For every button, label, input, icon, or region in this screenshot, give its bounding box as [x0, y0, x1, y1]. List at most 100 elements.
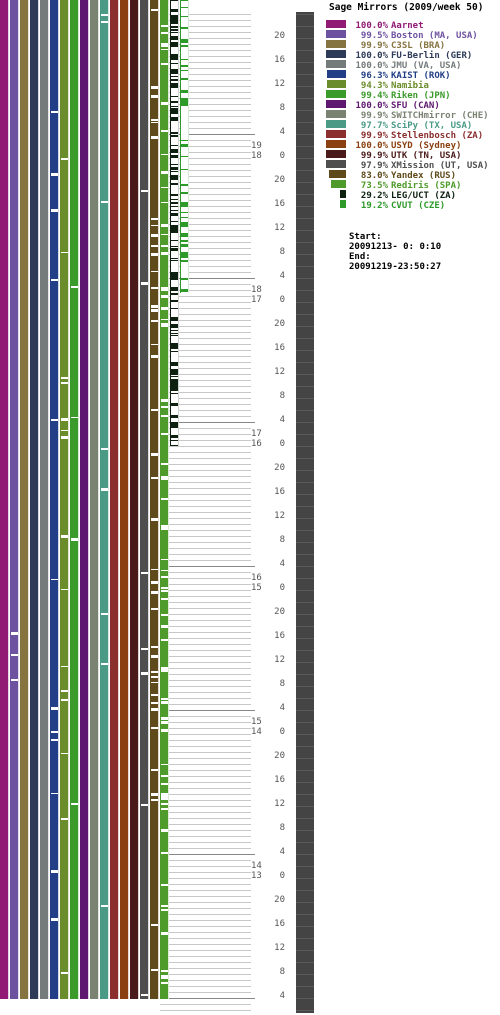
- hour-tick-label: 8: [280, 247, 285, 257]
- legend-swatch: [326, 20, 346, 28]
- outage-gap: [181, 61, 188, 64]
- outage-gap: [51, 793, 58, 794]
- summary-tick: [296, 326, 314, 327]
- outage-gap: [161, 905, 168, 907]
- summary-tick: [296, 170, 314, 171]
- hour-tick-label: 12: [274, 367, 285, 377]
- hour-tick-label: 4: [280, 703, 285, 713]
- outage-gap: [181, 81, 188, 84]
- outage-gap: [161, 478, 168, 480]
- outage-gap: [171, 200, 178, 202]
- summary-tick: [296, 914, 314, 915]
- outage-gap: [161, 803, 168, 805]
- outage-gap: [171, 270, 178, 272]
- outage-gap: [71, 803, 78, 805]
- outage-gap: [171, 107, 178, 108]
- legend-swatch: [326, 90, 346, 98]
- outage-gap: [181, 179, 188, 180]
- hour-tick-label: 12: [274, 655, 285, 665]
- outage-gap: [151, 727, 158, 729]
- outage-gap: [181, 138, 188, 139]
- summary-tick: [296, 206, 314, 207]
- mirror-column: [50, 0, 59, 999]
- outage-gap: [181, 148, 188, 150]
- outage-gap: [181, 227, 188, 230]
- mirror-column: [80, 0, 89, 999]
- day-label-upper: 16: [251, 573, 262, 583]
- legend-percent: 29.2%: [361, 191, 389, 201]
- outage-gap: [181, 22, 188, 25]
- outage-gap: [51, 731, 58, 733]
- outage-gap: [171, 352, 178, 353]
- legend-percent: 73.5%: [361, 181, 389, 191]
- hour-tick-label: 0: [280, 295, 285, 305]
- outage-gap: [141, 282, 148, 285]
- outage-gap: [151, 581, 158, 584]
- outage-gap: [171, 358, 178, 361]
- start-label: Start:: [349, 232, 382, 242]
- outage-gap: [161, 32, 168, 34]
- outage-gap: [101, 488, 108, 491]
- hour-tick-label: 20: [274, 751, 285, 761]
- legend-name: UTK (TN, USA): [391, 151, 461, 161]
- outage-gap: [151, 518, 158, 521]
- day-label-lower: 15: [251, 583, 262, 593]
- outage-gap: [171, 247, 178, 248]
- summary-tick: [296, 578, 314, 579]
- outage-gap: [171, 198, 178, 199]
- outage-gap: [171, 64, 178, 67]
- outage-gap: [161, 852, 168, 854]
- summary-tick: [296, 722, 314, 723]
- outage-gap: [181, 69, 188, 70]
- outage-gap: [151, 569, 158, 570]
- outage-gap: [171, 254, 178, 256]
- outage-gap: [171, 391, 178, 393]
- summary-tick: [296, 494, 314, 495]
- outage-gap: [181, 276, 188, 278]
- outage-gap: [181, 143, 188, 144]
- summary-tick: [296, 650, 314, 651]
- outage-gap: [161, 970, 168, 972]
- outage-gap: [181, 180, 188, 182]
- outage-gap: [171, 1, 178, 3]
- mirror-availability-columns: [0, 0, 189, 999]
- outage-gap: [171, 158, 178, 160]
- mirror-column: [30, 0, 39, 999]
- outage-gap: [151, 218, 158, 220]
- outage-gap: [151, 694, 158, 696]
- legend-swatch: [326, 100, 346, 108]
- outage-gap: [161, 287, 168, 289]
- outage-gap: [181, 6, 188, 7]
- end-label: End:: [349, 252, 371, 262]
- hour-tick-label: 16: [274, 919, 285, 929]
- outage-gap: [171, 100, 178, 101]
- outage-gap: [161, 721, 168, 724]
- outage-gap: [151, 477, 158, 479]
- outage-gap: [181, 168, 188, 169]
- legend-name: LEG/UCT (ZA): [391, 191, 456, 201]
- hour-tick-label: 0: [280, 583, 285, 593]
- outage-gap: [101, 613, 108, 615]
- outage-gap: [161, 63, 168, 65]
- outage-gap: [181, 230, 188, 232]
- outage-gap: [171, 33, 178, 36]
- summary-tick: [296, 386, 314, 387]
- hour-tick-label: 12: [274, 223, 285, 233]
- summary-tick: [296, 662, 314, 663]
- outage-gap: [181, 71, 188, 74]
- outage-gap: [151, 122, 158, 123]
- outage-gap: [61, 430, 68, 431]
- outage-gap: [171, 328, 178, 330]
- outage-gap: [171, 412, 178, 413]
- outage-gap: [181, 13, 188, 16]
- outage-gap: [11, 654, 18, 656]
- outage-gap: [151, 924, 158, 926]
- summary-tick: [296, 746, 314, 747]
- summary-tick: [296, 938, 314, 939]
- summary-tick: [296, 446, 314, 447]
- outage-gap: [141, 648, 148, 650]
- outage-gap: [171, 241, 178, 244]
- hour-tick-label: 8: [280, 391, 285, 401]
- summary-tick: [296, 470, 314, 471]
